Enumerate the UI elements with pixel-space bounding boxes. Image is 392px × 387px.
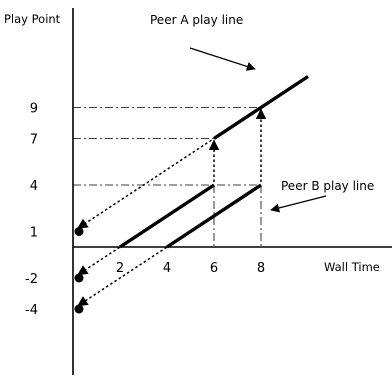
play-point-dot-0: [74, 227, 84, 236]
y-tick-label-3: 9: [30, 102, 38, 117]
dotted-arrow-4: [77, 186, 259, 307]
y-axis-label: Play Point: [4, 12, 61, 26]
x-tick-label-1: 4: [163, 261, 171, 276]
y-tick-label-2: 7: [30, 133, 38, 148]
dotted-arrow-3: [77, 186, 212, 276]
x-tick-label-0: 2: [116, 261, 124, 276]
x-tick-label-3: 8: [257, 261, 265, 276]
y-tick-label-0: 1: [30, 226, 38, 241]
annotation-arrow-peer-a: [189, 47, 256, 71]
play-point-dot-1: [74, 273, 84, 283]
x-axis-label: Wall Time: [324, 260, 380, 274]
y-tick-label-1: 4: [30, 179, 38, 194]
play-point-dots: [74, 227, 84, 314]
guide-lines: [73, 107, 262, 247]
x-tick-label-2: 6: [210, 261, 218, 276]
y-tick-label-5: -4: [25, 303, 38, 318]
annotation-peer-b: Peer B play line: [281, 179, 374, 193]
dotted-arrows: [77, 108, 267, 307]
play-point-dot-2: [74, 304, 84, 314]
annotation-peer-a: Peer A play line: [150, 13, 243, 27]
dotted-arrow-2: [77, 139, 212, 229]
tick-labels: 2 4 6 8 1 4 7 9 -2 -4: [25, 102, 265, 319]
peer-a-line-0: [213, 75, 309, 140]
annotation-arrow-peer-b: [270, 195, 327, 213]
y-tick-label-4: -2: [25, 272, 38, 287]
